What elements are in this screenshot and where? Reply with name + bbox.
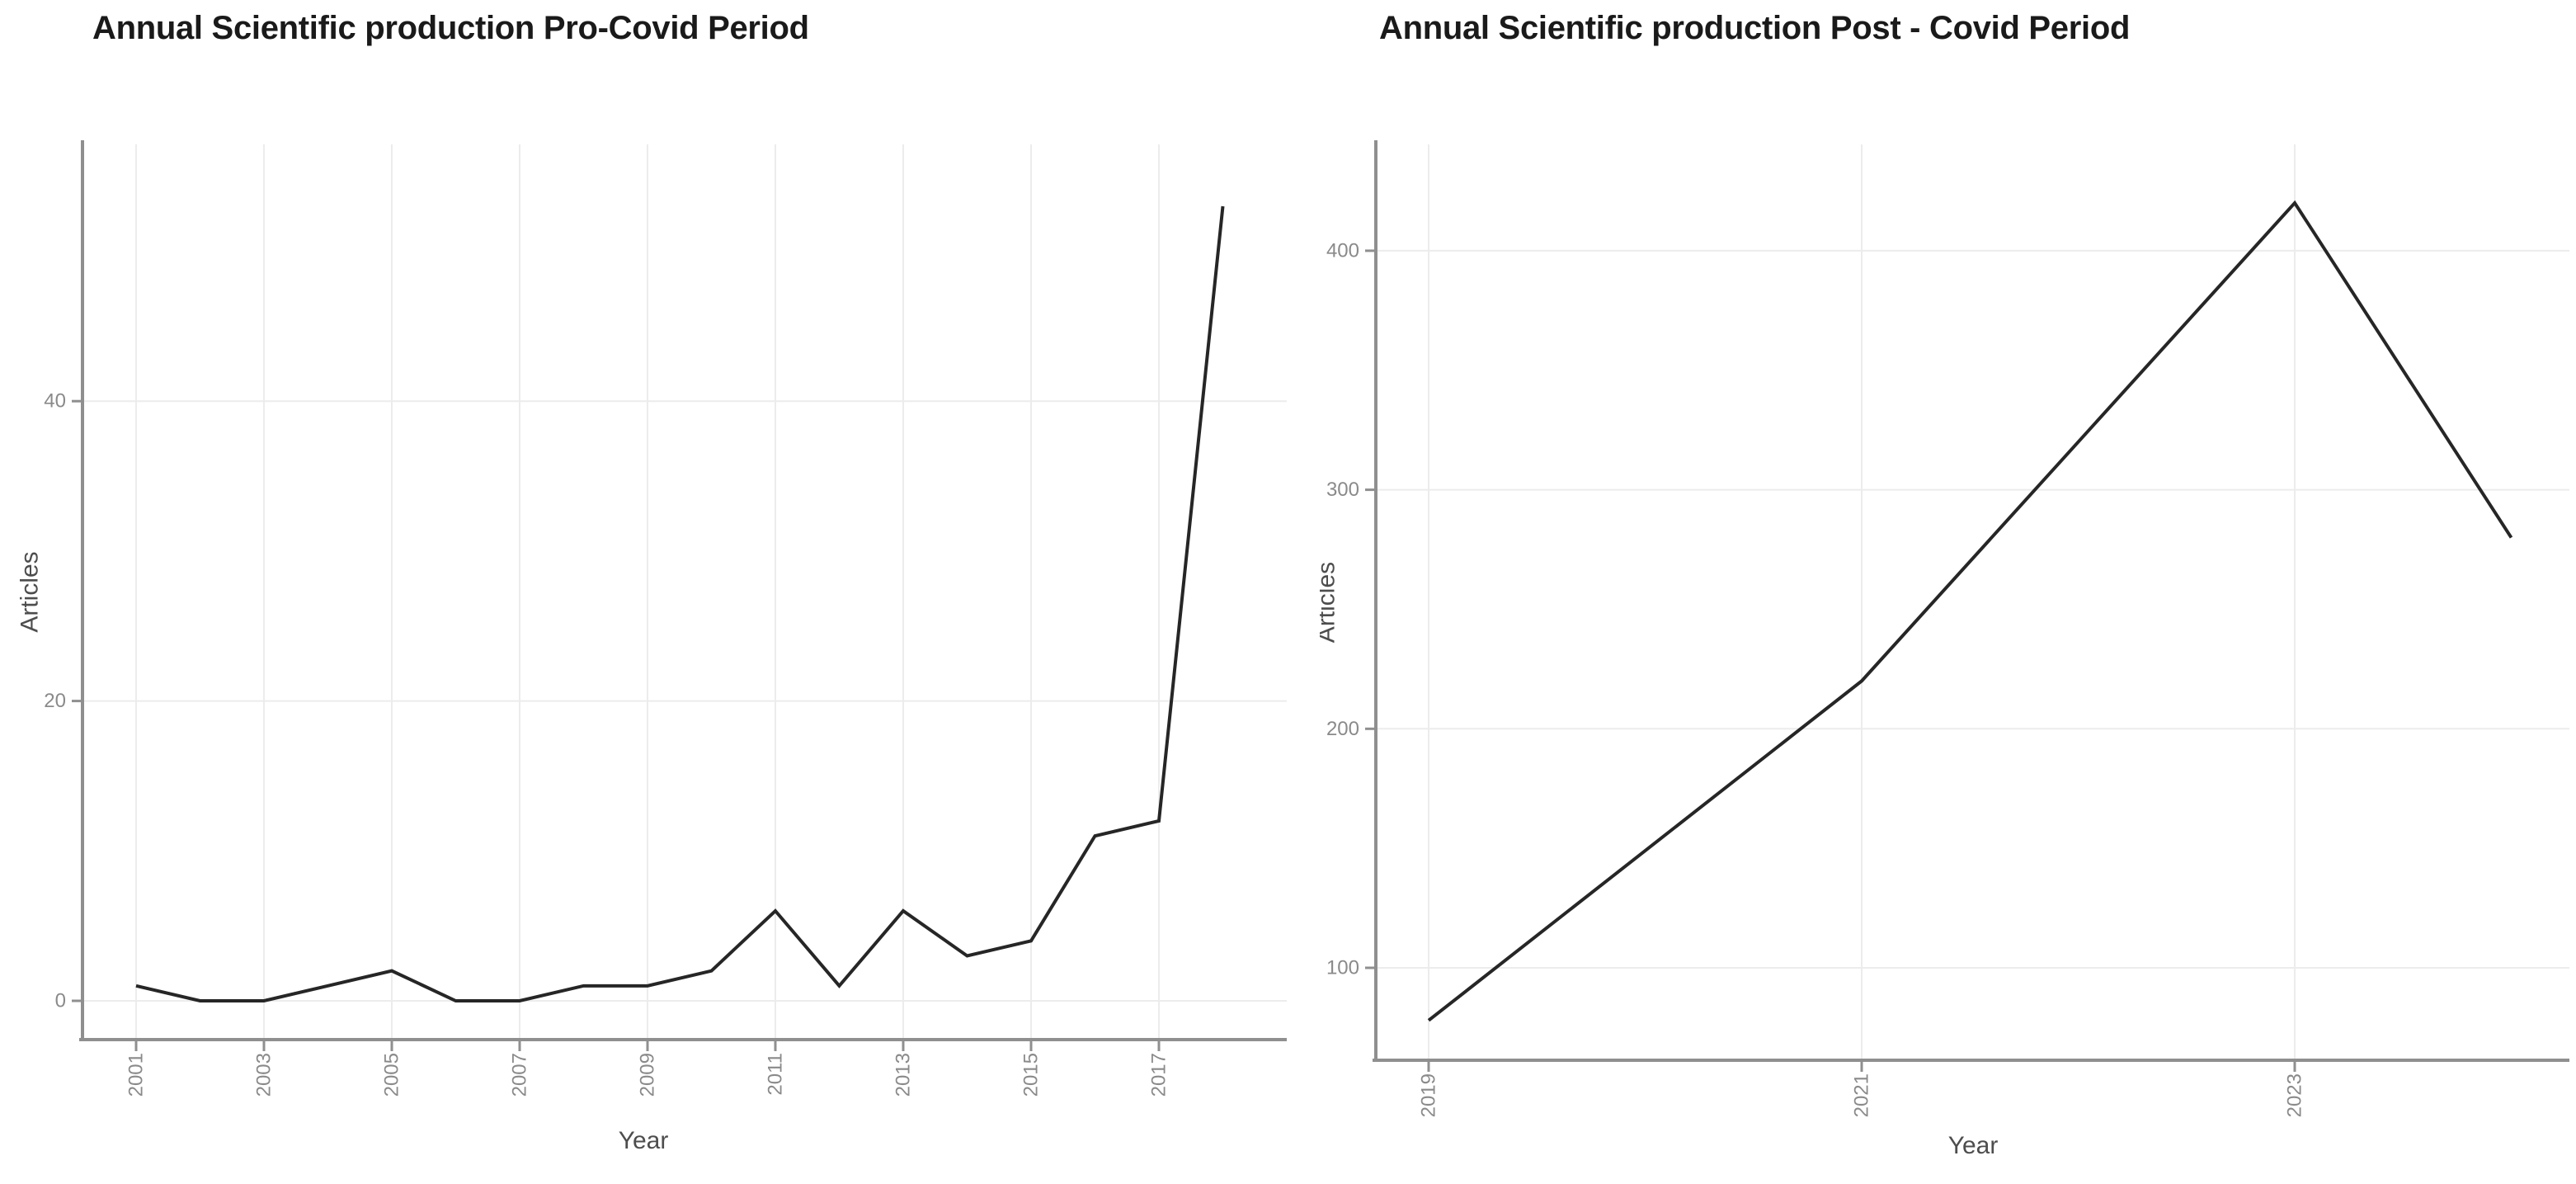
y-axis-title: Articles [1320, 562, 1340, 643]
chart-title-post-covid: Annual Scientific production Post - Covi… [1379, 10, 2131, 46]
x-axis-title: Year [1948, 1132, 1999, 1159]
y-axis-title: Articles [16, 551, 44, 632]
x-tick-label: 2009 [637, 1053, 659, 1097]
chart-pre-covid-plot: 0 20 40 2001 2003 2005 2007 2009 2011 2013 2015 201… [16, 140, 1287, 1154]
y-tick-label: 0 [55, 990, 66, 1012]
x-tick-label: 2007 [509, 1053, 531, 1097]
y-tick-label: 200 [1326, 718, 1359, 740]
x-tick-label: 2019 [1418, 1073, 1440, 1117]
y-tick-label: 20 [44, 690, 66, 712]
x-tick-label: 2001 [125, 1053, 148, 1097]
x-tick-label: 2023 [2284, 1073, 2306, 1117]
x-tick-label: 2011 [765, 1053, 787, 1096]
y-tick-label: 400 [1326, 239, 1359, 262]
y-tick-label: 100 [1326, 957, 1359, 979]
x-tick-label: 2015 [1020, 1053, 1043, 1097]
x-tick-label: 2021 [1851, 1073, 1873, 1117]
chart-post-covid-plot: 100 200 300 400 2019 2021 2023 Articles Year [1320, 140, 2569, 1159]
x-tick-label: 2005 [381, 1053, 403, 1097]
series-line-articles [135, 205, 1225, 1002]
x-tick-label: 2003 [253, 1053, 275, 1097]
x-axis-title: Year [619, 1127, 669, 1154]
y-tick-label: 40 [44, 390, 66, 413]
chart-title-pre-covid: Annual Scientific production Pro-Covid P… [92, 10, 809, 46]
series-line-articles [1427, 200, 2513, 1022]
x-tick-label: 2013 [892, 1053, 915, 1097]
y-tick-label: 300 [1326, 479, 1359, 501]
x-tick-label: 2017 [1148, 1053, 1170, 1097]
